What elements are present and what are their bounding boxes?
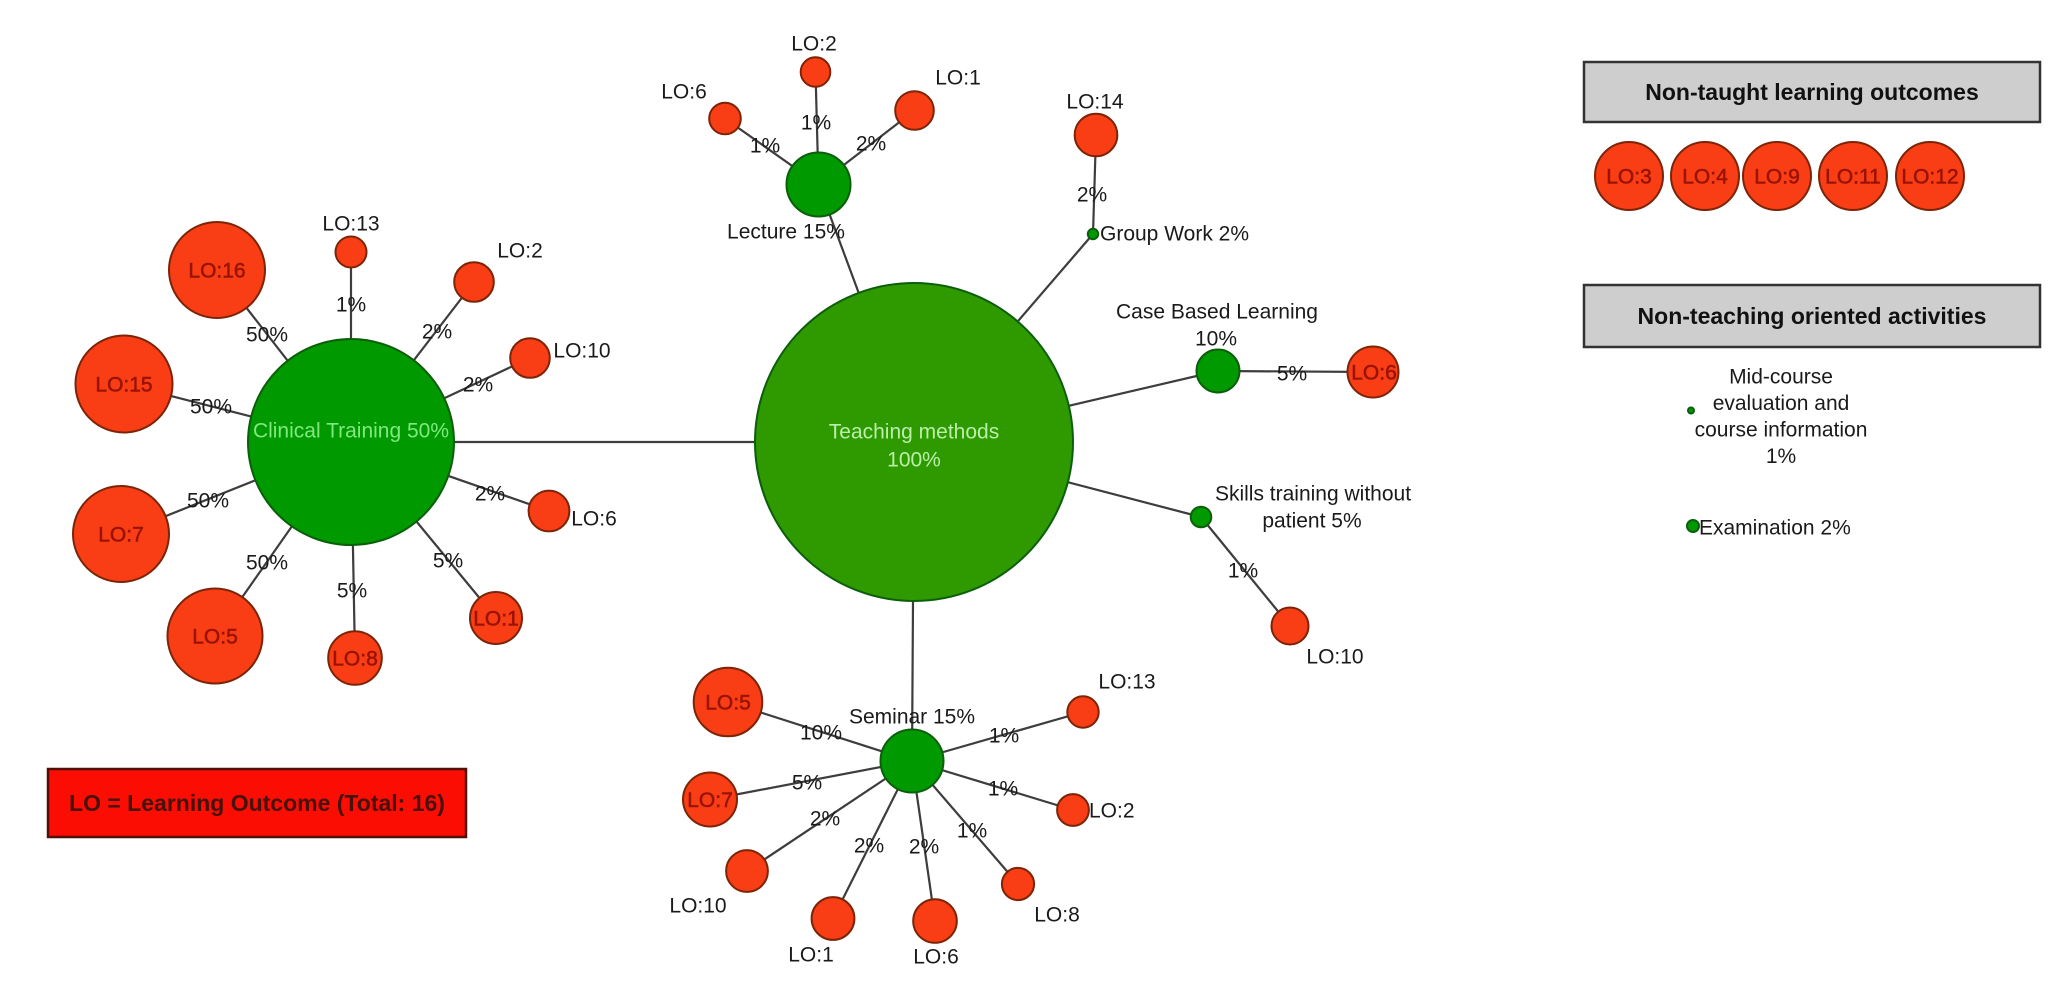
svg-text:Teaching methods: Teaching methods (829, 420, 999, 443)
svg-text:50%: 50% (246, 323, 288, 346)
svg-text:2%: 2% (854, 834, 884, 857)
svg-text:LO:14: LO:14 (1066, 90, 1124, 113)
svg-text:LO:7: LO:7 (98, 523, 144, 546)
svg-text:LO:10: LO:10 (553, 339, 610, 362)
svg-text:Non-taught learning outcomes: Non-taught learning outcomes (1645, 79, 1979, 105)
svg-text:LO:5: LO:5 (705, 691, 751, 714)
svg-text:LO:1: LO:1 (788, 943, 834, 966)
svg-text:patient 5%: patient 5% (1262, 509, 1361, 532)
svg-text:2%: 2% (810, 807, 840, 830)
svg-text:LO:13: LO:13 (322, 212, 379, 235)
svg-text:Clinical Training 50%: Clinical Training 50% (253, 419, 449, 442)
svg-text:2%: 2% (909, 835, 939, 858)
svg-text:1%: 1% (957, 819, 987, 842)
svg-text:LO:2: LO:2 (497, 239, 543, 262)
svg-text:2%: 2% (463, 373, 493, 396)
svg-text:LO:9: LO:9 (1754, 165, 1800, 188)
svg-text:2%: 2% (475, 482, 505, 505)
svg-text:Group Work 2%: Group Work 2% (1100, 222, 1249, 245)
svg-text:LO:16: LO:16 (188, 259, 245, 282)
svg-text:Mid-course: Mid-course (1729, 365, 1833, 388)
svg-text:1%: 1% (1228, 559, 1258, 582)
svg-text:LO = Learning Outcome (Total:: LO = Learning Outcome (Total: 16) (69, 790, 445, 816)
svg-text:100%: 100% (887, 448, 941, 471)
svg-text:LO:2: LO:2 (1089, 799, 1135, 822)
svg-text:1%: 1% (336, 293, 366, 316)
svg-text:5%: 5% (1277, 362, 1307, 385)
svg-text:50%: 50% (187, 489, 229, 512)
svg-text:2%: 2% (422, 320, 452, 343)
svg-text:LO:1: LO:1 (473, 607, 519, 630)
svg-text:2%: 2% (856, 132, 886, 155)
svg-text:LO:2: LO:2 (791, 32, 837, 55)
svg-text:LO:6: LO:6 (913, 945, 959, 968)
svg-text:Lecture 15%: Lecture 15% (727, 220, 845, 243)
svg-text:LO:8: LO:8 (1034, 903, 1080, 926)
svg-text:5%: 5% (433, 549, 463, 572)
svg-text:Skills training without: Skills training without (1215, 482, 1411, 505)
svg-text:1%: 1% (989, 724, 1019, 747)
svg-text:50%: 50% (246, 551, 288, 574)
svg-text:LO:11: LO:11 (1825, 165, 1881, 188)
svg-text:1%: 1% (1766, 445, 1796, 468)
svg-text:2%: 2% (1077, 183, 1107, 206)
svg-text:1%: 1% (801, 111, 831, 134)
svg-text:10%: 10% (800, 721, 842, 744)
svg-text:LO:8: LO:8 (332, 647, 378, 670)
svg-text:evaluation and: evaluation and (1713, 392, 1850, 415)
svg-text:LO:6: LO:6 (571, 507, 617, 530)
svg-text:LO:6: LO:6 (1351, 361, 1397, 384)
svg-text:LO:12: LO:12 (1901, 165, 1958, 188)
svg-text:LO:15: LO:15 (95, 373, 152, 396)
svg-text:course information: course information (1695, 418, 1868, 441)
svg-text:5%: 5% (337, 579, 367, 602)
svg-text:Examination 2%: Examination 2% (1699, 516, 1851, 539)
svg-text:10%: 10% (1195, 327, 1237, 350)
svg-text:LO:5: LO:5 (192, 625, 238, 648)
svg-text:Case Based Learning: Case Based Learning (1116, 300, 1318, 323)
svg-text:Non-teaching oriented activiti: Non-teaching oriented activities (1638, 303, 1987, 329)
svg-text:LO:4: LO:4 (1682, 165, 1728, 188)
svg-text:LO:3: LO:3 (1606, 165, 1652, 188)
svg-text:Seminar 15%: Seminar 15% (849, 705, 975, 728)
svg-text:LO:10: LO:10 (1306, 645, 1363, 668)
svg-text:5%: 5% (792, 771, 822, 794)
svg-text:LO:10: LO:10 (669, 894, 726, 917)
svg-text:1%: 1% (750, 134, 780, 157)
svg-text:1%: 1% (988, 777, 1018, 800)
svg-text:LO:13: LO:13 (1098, 670, 1155, 693)
svg-text:LO:1: LO:1 (935, 66, 981, 89)
svg-text:LO:6: LO:6 (661, 80, 707, 103)
svg-text:50%: 50% (190, 395, 232, 418)
svg-text:LO:7: LO:7 (687, 789, 733, 812)
